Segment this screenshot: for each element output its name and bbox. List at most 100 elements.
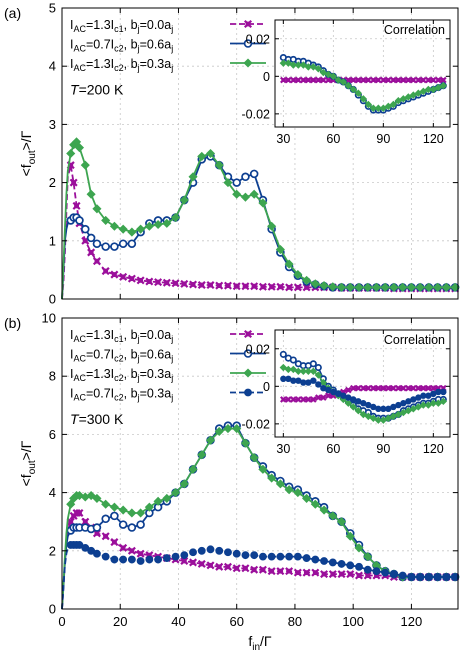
data-point: [127, 555, 136, 564]
data-point: [354, 282, 364, 292]
legend-label: IAC=1.3Ic1, bj=0.0aj: [70, 18, 173, 34]
data-point: [336, 517, 347, 527]
legend-text: =0.3a: [140, 367, 172, 381]
legend-label: IAC=1.3Ic2, bj=0.3aj: [70, 367, 173, 383]
inset-y-tick-label: 0: [263, 380, 270, 394]
y-axis-label: <fout>/Γ: [18, 440, 38, 486]
inset-data-point: [374, 416, 383, 424]
inset-data-point: [329, 72, 338, 81]
inset-x-tick-label: 60: [326, 442, 340, 456]
inset-data-point: [384, 102, 393, 111]
legend-sub: AC: [73, 63, 86, 73]
inset-data-point-box: [426, 386, 431, 391]
legend-sub: c2: [114, 44, 124, 54]
data-point: [241, 551, 250, 560]
x-axis-label-sub: in: [252, 642, 260, 653]
inset-data-point-box: [366, 78, 371, 82]
inset-title: Correlation: [384, 333, 445, 347]
inset-data-point-box: [416, 78, 421, 82]
data-point-box: [356, 573, 362, 578]
data-point: [179, 479, 189, 489]
legend-sub: j: [137, 44, 140, 54]
inset-data-point-box: [426, 78, 431, 82]
legend-sub: j: [137, 334, 140, 344]
legend-marker: [244, 388, 252, 397]
data-point: [267, 473, 277, 483]
data-point: [275, 244, 285, 255]
data-point: [381, 568, 390, 577]
inset-data-point: [384, 414, 393, 422]
data-point: [179, 195, 189, 205]
data-point-box: [155, 279, 161, 285]
data-point-box: [277, 568, 283, 574]
data-point: [310, 279, 320, 289]
data-point: [363, 282, 373, 292]
legend-text: , b: [124, 18, 138, 32]
data-point-box: [339, 571, 344, 577]
data-point: [310, 499, 320, 509]
inset-data-point: [394, 410, 403, 419]
data-point: [284, 485, 294, 495]
x-tick-label: 80: [288, 614, 302, 629]
data-point-box: [181, 281, 187, 287]
inset-data-point: [429, 85, 438, 94]
inset-data-point: [429, 399, 438, 407]
data-point: [320, 557, 328, 565]
data-point: [416, 573, 425, 581]
data-point: [109, 502, 119, 512]
data-point: [127, 523, 137, 532]
inset-data-point-box: [351, 386, 356, 391]
data-point: [66, 499, 76, 509]
data-point: [109, 221, 119, 231]
data-point-box: [68, 519, 74, 525]
inset-data-point-box: [331, 393, 336, 398]
data-point: [110, 511, 119, 521]
data-point: [355, 562, 363, 571]
data-point: [302, 554, 311, 562]
legend-text: I: [70, 57, 73, 71]
data-point-box: [146, 552, 152, 558]
data-point: [293, 552, 302, 561]
legend-text: =0.3a: [140, 387, 172, 401]
temperature-label: T=200 K: [70, 82, 124, 98]
inset-data-point-box: [396, 386, 401, 391]
data-point: [285, 552, 294, 561]
data-point: [92, 239, 102, 248]
data-point-box: [374, 573, 379, 578]
x-tick-label: 20: [113, 614, 127, 629]
data-point-box: [269, 568, 275, 574]
inset-data-point-box: [361, 386, 366, 391]
data-point-box: [82, 238, 88, 244]
data-point-box: [103, 268, 109, 274]
data-point-box: [216, 283, 222, 289]
data-point-box: [111, 539, 117, 545]
inset-data-point: [315, 381, 322, 388]
series-line: [61, 424, 456, 610]
data-point: [206, 545, 215, 554]
data-point: [145, 555, 154, 564]
inset-data-point: [434, 399, 443, 407]
data-point: [197, 450, 207, 460]
data-point-box: [208, 282, 213, 288]
data-point-box: [304, 570, 310, 576]
inset-data-point-box: [316, 395, 321, 400]
legend-text: I: [70, 348, 73, 362]
legend-text: =0.3a: [140, 57, 172, 71]
inset-data-point-box: [291, 397, 296, 402]
temperature-label-value: =200 K: [79, 82, 124, 98]
data-point: [75, 216, 84, 225]
data-point: [371, 282, 382, 292]
series-line: [61, 427, 456, 610]
data-point: [311, 555, 320, 564]
data-point: [249, 453, 259, 463]
inset-data-point: [344, 399, 353, 407]
y-tick-label: 6: [49, 427, 56, 442]
inset-data-point-box: [356, 78, 361, 82]
inset-data-point: [294, 367, 303, 376]
inset-x-tick-label: 120: [423, 442, 444, 456]
data-point-box: [286, 284, 292, 290]
inset-data-point-box: [346, 388, 351, 392]
legend-sub: c1: [114, 334, 124, 344]
